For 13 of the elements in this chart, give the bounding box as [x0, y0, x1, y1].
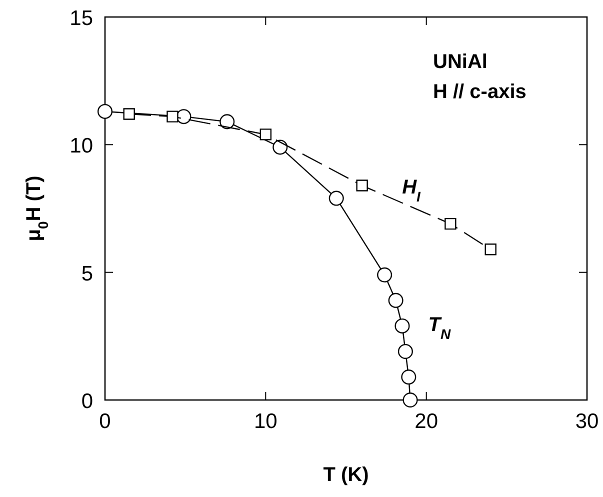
x-axis-title: T (K) [323, 464, 369, 486]
x-tick-label: 30 [575, 410, 599, 433]
x-tick-label: 10 [254, 410, 278, 433]
annotation: H // c-axis [433, 81, 526, 103]
series-label: H$_{I}$ [402, 176, 422, 205]
x-tick-label: 0 [99, 410, 111, 433]
y-tick-label: 0 [81, 390, 93, 413]
series-label: T$_{N}$ [428, 314, 452, 342]
y-tick-label: 10 [70, 134, 93, 158]
annotation: UNiAl [433, 51, 488, 73]
x-tick-label: 20 [414, 410, 438, 433]
y-tick-label: 5 [81, 262, 93, 286]
y-tick-label: 15 [70, 7, 93, 30]
